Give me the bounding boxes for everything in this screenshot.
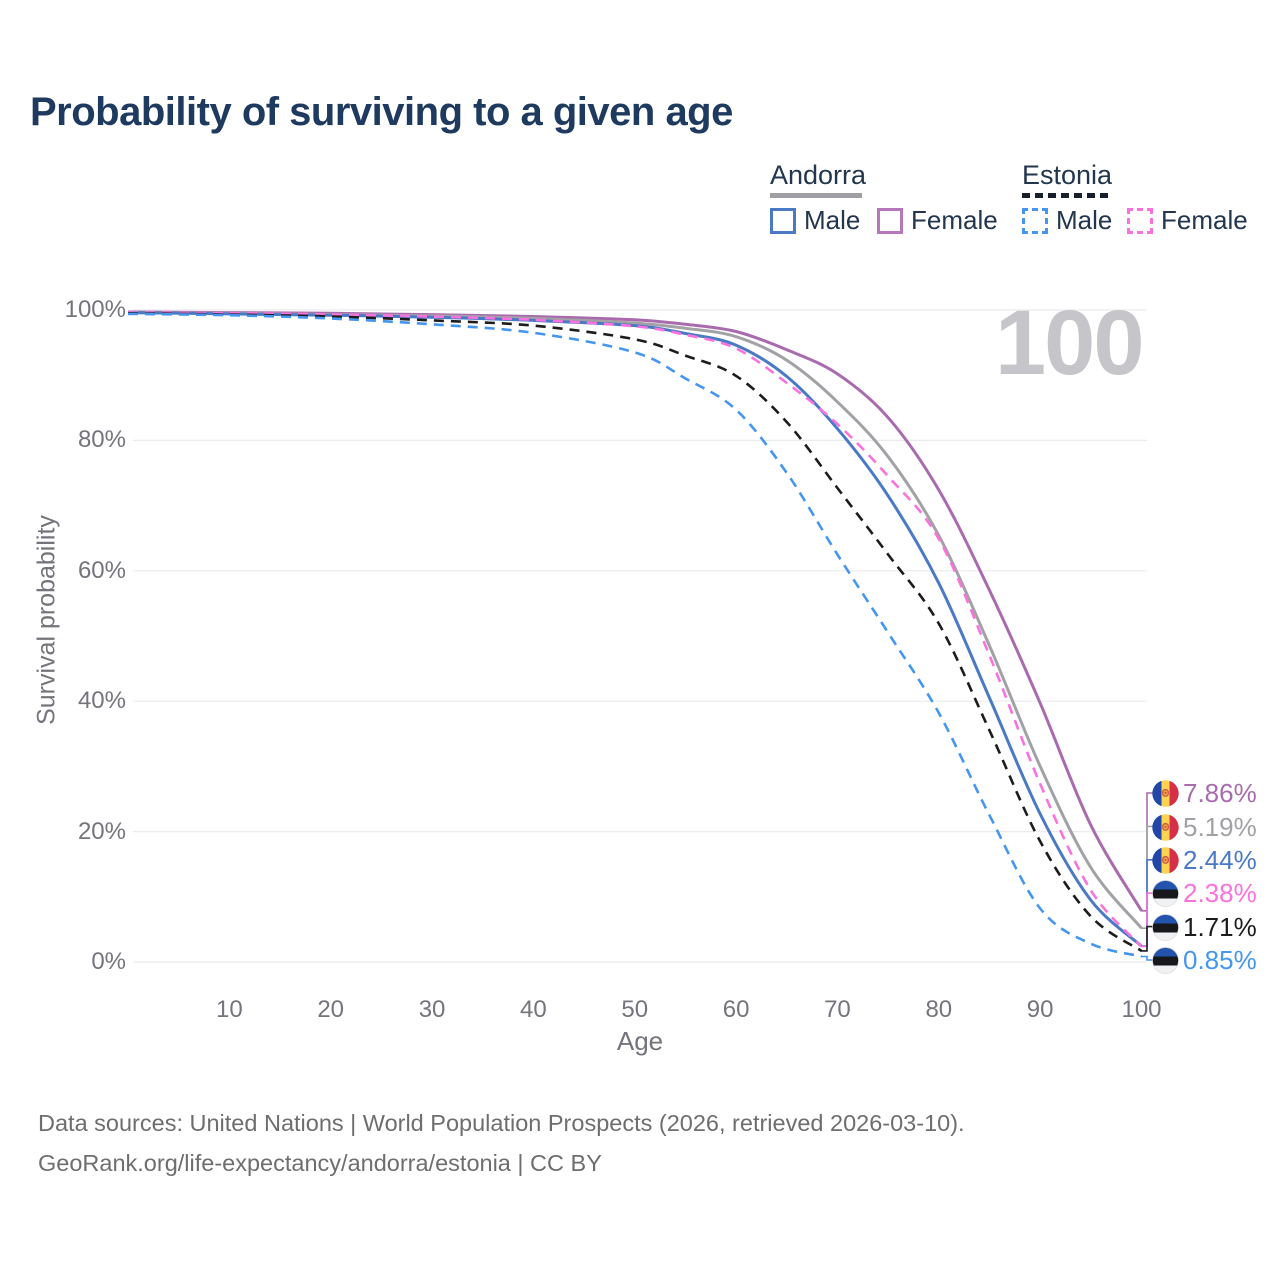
andorra-flag-icon — [1152, 779, 1179, 807]
legend-item-andorra-male[interactable]: Male — [770, 205, 860, 236]
end-label-row-andorra-male: 2.44% — [1152, 844, 1257, 875]
curve-andorra-male[interactable] — [127, 311, 1143, 948]
y-tick-label: 80% — [77, 426, 126, 454]
end-value-label: 2.38% — [1183, 877, 1257, 908]
y-tick-label: 100% — [64, 296, 126, 323]
andorra-flag-icon — [1152, 846, 1179, 874]
x-tick-label: 90 — [1026, 996, 1054, 1023]
x-tick-label: 40 — [520, 996, 547, 1023]
leader-line — [1141, 892, 1154, 948]
legend-item-estonia-male[interactable]: Male — [1022, 205, 1112, 236]
x-tick-label: 30 — [418, 996, 446, 1023]
x-axis-title: Age — [616, 1026, 664, 1056]
curve-estonia-female[interactable] — [127, 311, 1143, 948]
y-tick-label: 0% — [91, 948, 126, 975]
y-tick-label: 60% — [77, 556, 126, 584]
x-tick-label: 60 — [722, 996, 750, 1023]
x-tick-label: 50 — [621, 996, 649, 1023]
end-value-label: 2.44% — [1183, 844, 1257, 875]
andorra-line-style-sample — [770, 193, 862, 198]
end-value-label: 1.71% — [1183, 911, 1257, 942]
andorra-female-swatch-icon — [877, 207, 903, 234]
end-value-label: 7.86% — [1183, 777, 1257, 808]
end-value-label: 5.19% — [1183, 811, 1257, 842]
curve-estonia-male[interactable] — [127, 312, 1142, 958]
estonia-flag-icon — [1152, 946, 1179, 974]
y-tick-label: 20% — [77, 817, 126, 845]
legend-item-label: Male — [804, 205, 861, 235]
x-tick-label: 70 — [824, 996, 851, 1023]
legend-item-label: Female — [1161, 205, 1248, 235]
attribution-link: GeoRank.org/life-expectancy/andorra/esto… — [38, 1150, 602, 1176]
curve-estonia-both-sexes[interactable] — [127, 312, 1143, 952]
data-sources-text: Data sources: United Nations | World Pop… — [38, 1110, 965, 1136]
hovered-age-annotation: 100 — [995, 292, 1145, 394]
end-label-row-andorra-female: 7.86% — [1152, 777, 1257, 808]
andorra-flag-icon — [1152, 813, 1179, 841]
x-tick-label: 100 — [1121, 996, 1162, 1023]
x-tick-label: 10 — [215, 996, 243, 1023]
end-label-row-andorra-both: 5.19% — [1152, 811, 1257, 842]
curve-andorra-both-sexes[interactable] — [127, 311, 1143, 930]
estonia-flag-icon — [1152, 879, 1179, 907]
leader-line — [1141, 925, 1154, 952]
y-tick-label: 40% — [77, 687, 126, 715]
andorra-male-swatch-icon — [770, 207, 796, 234]
end-label-row-estonia-both: 1.71% — [1152, 911, 1257, 942]
estonia-female-swatch-icon — [1127, 207, 1153, 234]
legend-group-estonia-title: Estonia — [1022, 160, 1113, 190]
x-tick-label: 80 — [925, 996, 953, 1023]
end-label-row-estonia-male: 0.85% — [1152, 944, 1257, 975]
legend-item-label: Male — [1056, 205, 1113, 235]
estonia-flag-icon — [1152, 913, 1179, 941]
estonia-line-style-sample — [1022, 193, 1108, 198]
legend-item-estonia-female[interactable]: Female — [1127, 205, 1248, 236]
legend-group-andorra-title: Andorra — [770, 160, 867, 190]
legend-item-andorra-female[interactable]: Female — [877, 205, 998, 236]
end-value-label: 0.85% — [1183, 944, 1257, 975]
leader-line — [1141, 955, 1154, 961]
end-label-row-estonia-female: 2.38% — [1152, 877, 1257, 908]
x-tick-label: 20 — [317, 996, 345, 1023]
estonia-male-swatch-icon — [1022, 207, 1048, 234]
curve-andorra-female[interactable] — [127, 310, 1143, 912]
page-title: Probability of surviving to a given age — [30, 90, 733, 134]
legend-item-label: Female — [911, 205, 998, 235]
